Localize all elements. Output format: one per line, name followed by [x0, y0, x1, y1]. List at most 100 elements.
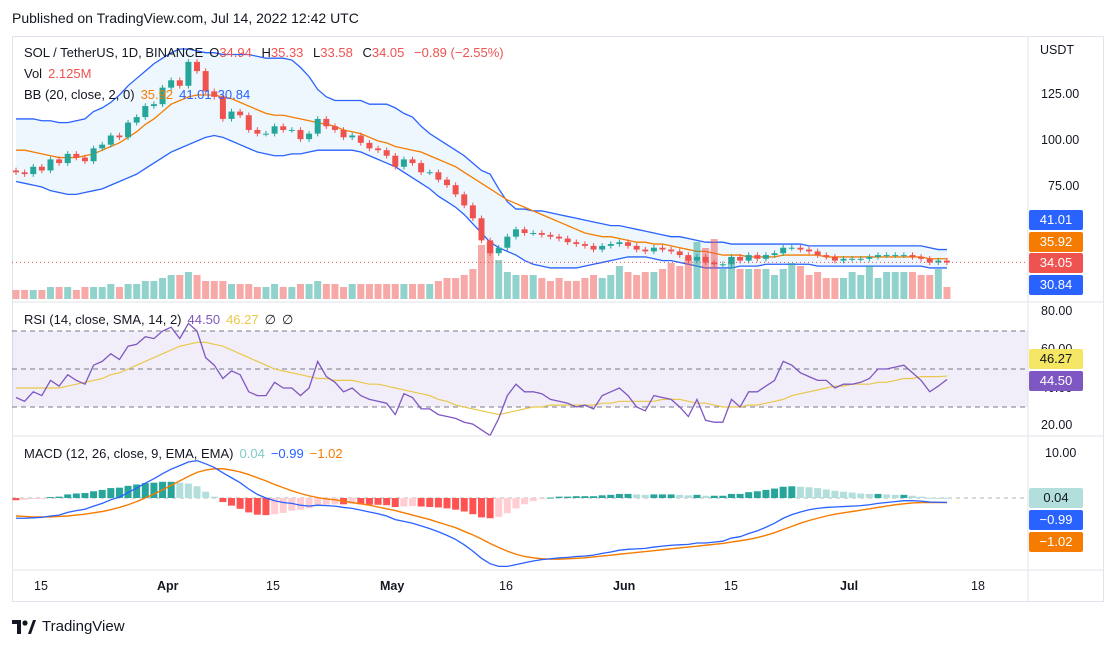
macd-histogram-bar	[779, 486, 787, 498]
candle-body	[254, 129, 261, 134]
rsi-ma-line	[16, 341, 947, 416]
rsi-label: RSI (14, close, SMA, 14, 2)	[24, 312, 182, 327]
volume-bar	[796, 266, 804, 299]
candle-body	[426, 172, 433, 174]
macd-histogram-bar	[564, 496, 572, 498]
volume-bar	[107, 284, 115, 299]
open-value: 34.94	[219, 45, 252, 60]
candle-body	[150, 104, 157, 107]
macd-histogram-bar	[245, 498, 253, 513]
macd-histogram-bar	[331, 498, 339, 505]
candle-body	[806, 249, 813, 252]
tradingview-logo[interactable]: TradingView	[12, 618, 125, 635]
macd-histogram-bar	[607, 494, 615, 498]
volume-bar	[917, 275, 925, 299]
rsi-empty-1: ∅	[264, 312, 276, 327]
macd-histogram-bar	[710, 495, 718, 498]
macd-histogram-bar	[141, 483, 149, 498]
volume-bar	[98, 287, 106, 299]
macd-histogram-bar	[727, 493, 735, 498]
volume-bar	[90, 287, 98, 299]
volume-bar	[883, 272, 891, 299]
candle-body	[383, 150, 390, 156]
volume-bar	[271, 284, 279, 299]
macd-badge: −0.99	[1029, 510, 1083, 530]
candle-body	[711, 262, 718, 265]
candle-body	[616, 242, 623, 245]
volume-bar	[314, 281, 322, 299]
volume-bar	[55, 287, 63, 299]
macd-histogram-bar	[736, 493, 744, 498]
rsi-empty-2: ∅	[281, 312, 294, 327]
macd-histogram-bar	[115, 487, 123, 498]
volume-bar	[184, 272, 192, 299]
rsi-tick-80: 80.00	[1041, 304, 1073, 318]
macd-histogram-bar	[684, 495, 692, 498]
volume-bar	[193, 275, 201, 299]
candle-body	[73, 153, 80, 158]
volume-bar	[288, 287, 296, 299]
chart-frame[interactable]	[12, 36, 1104, 602]
time-label-mar15: 15	[34, 579, 48, 593]
volume-bar	[81, 287, 89, 299]
volume-bar	[805, 275, 813, 299]
candle-body	[81, 157, 88, 162]
tradingview-logo-icon	[12, 619, 36, 634]
candle-body	[797, 247, 804, 250]
macd-histogram-bar	[926, 497, 934, 499]
macd-histogram-bar	[840, 491, 848, 498]
volume-bar	[133, 284, 141, 299]
volume-bar	[477, 245, 485, 299]
candle-body	[633, 245, 640, 250]
volume-bar	[934, 269, 942, 299]
candlesticks	[12, 59, 1028, 268]
candle-body	[866, 256, 873, 259]
candle-body	[943, 260, 950, 263]
rsi-line	[15, 322, 948, 437]
macd-histogram-bar	[81, 493, 89, 498]
candle-body	[228, 111, 235, 119]
bb-lower-value: 30.84	[217, 87, 251, 102]
low-label: L	[313, 45, 321, 60]
macd-histogram-bar	[46, 497, 54, 499]
candle-body	[314, 118, 321, 134]
macd-histogram-bar	[98, 489, 106, 498]
macd-histogram-bar	[503, 498, 511, 514]
macd-signal-value: −1.02	[309, 446, 343, 461]
candle-body	[530, 233, 537, 234]
volume-bar	[788, 263, 796, 299]
macd-histogram-bar	[650, 494, 658, 498]
volume-bar	[253, 287, 261, 299]
volume-bar	[115, 287, 123, 299]
rsi-pane	[12, 322, 1028, 437]
macd-histogram-bar	[745, 492, 753, 498]
candle-body	[745, 255, 752, 261]
macd-histogram-bar	[486, 498, 494, 519]
volume-bar	[159, 278, 167, 299]
macd-histogram-bar	[805, 487, 813, 498]
volume-bar	[340, 287, 348, 299]
macd-pane	[12, 459, 1028, 568]
volume-bar	[676, 266, 684, 299]
volume-bar	[624, 272, 632, 299]
symbol-name[interactable]: SOL / TetherUS, 1D, BINANCE	[24, 45, 204, 60]
volume-bar	[641, 272, 649, 299]
macd-histogram-bar	[219, 498, 227, 503]
candle-body	[116, 135, 123, 138]
macd-histogram-bar	[21, 498, 29, 500]
candle-body	[202, 71, 209, 92]
macd-histogram-bar	[279, 498, 287, 513]
volume-bar	[779, 269, 787, 299]
candle-body	[133, 117, 140, 123]
volume-bar	[840, 278, 848, 299]
candle-body	[693, 256, 700, 261]
volume-bar	[529, 275, 537, 299]
bb-legend: BB (20, close, 2, 0) 35.92 41.01 30.84	[24, 87, 256, 102]
volume-bar	[426, 284, 434, 299]
high-value: 35.33	[270, 45, 304, 60]
macd-histogram-bar	[874, 493, 882, 498]
volume-bar	[469, 269, 477, 299]
macd-histogram-bar	[891, 494, 899, 498]
volume-bar	[874, 278, 882, 299]
